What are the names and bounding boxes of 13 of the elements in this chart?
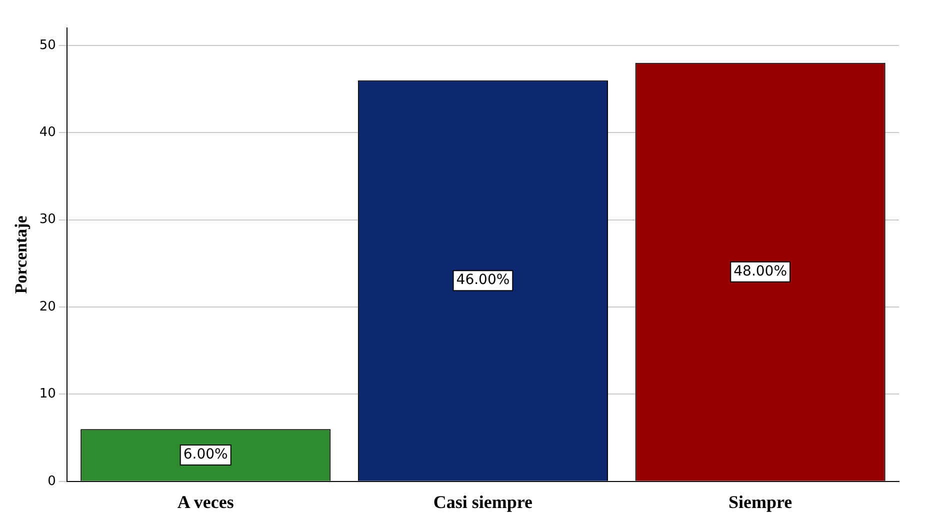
y-tick-label: 20 [39, 299, 56, 314]
y-tick-label: 0 [48, 474, 56, 489]
x-tick-label: Siempre [728, 492, 792, 512]
x-tick-label: Casi siempre [433, 492, 533, 512]
data-label: 48.00% [734, 264, 788, 280]
y-axis-title: Porcentaje [12, 215, 31, 294]
data-label: 6.00% [183, 446, 228, 463]
x-tick-label: A veces [177, 492, 234, 512]
y-tick-label: 10 [39, 386, 56, 402]
data-label: 46.00% [456, 272, 510, 288]
y-tick-label: 30 [39, 212, 56, 228]
y-tick-label: 40 [39, 125, 56, 140]
y-tick-label: 50 [39, 38, 56, 53]
